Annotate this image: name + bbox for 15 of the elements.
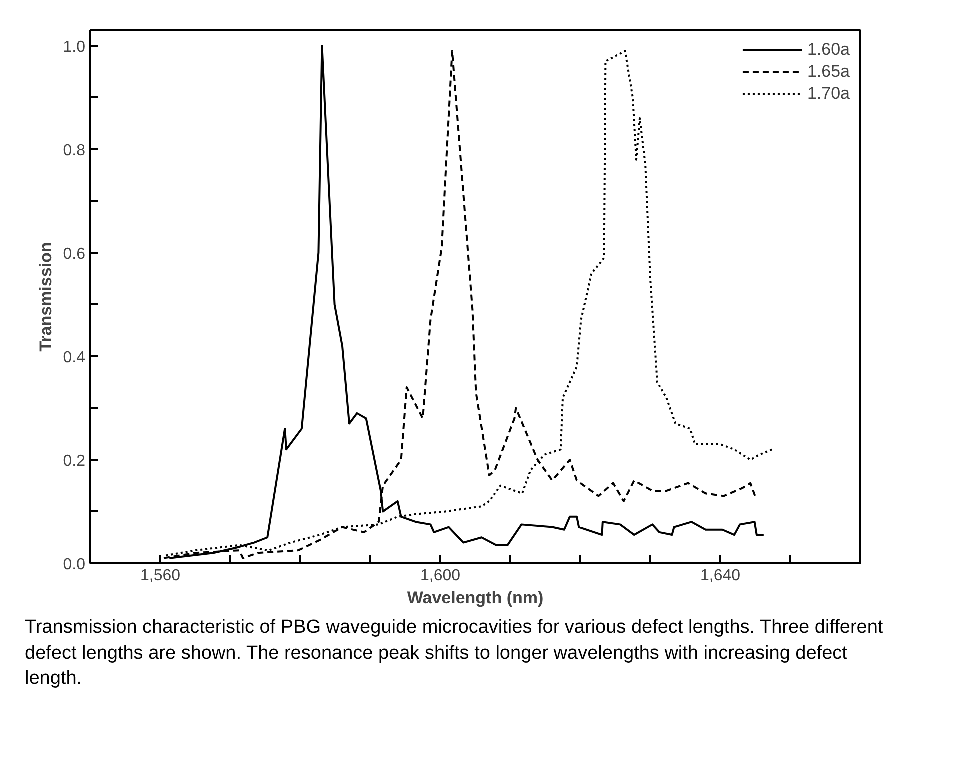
legend-label: 1.60a bbox=[807, 40, 850, 60]
x-axis-title: Wavelength (nm) bbox=[407, 588, 544, 608]
legend-label: 1.70a bbox=[807, 84, 850, 104]
y-tick-label: 1.0 bbox=[63, 39, 86, 56]
y-tick-label: 0.2 bbox=[63, 453, 86, 470]
x-tick-label: 1,560 bbox=[140, 568, 181, 584]
y-axis-title: Transmission bbox=[36, 242, 56, 352]
y-tick-label: 0.0 bbox=[63, 556, 86, 574]
x-tick-label: 1,640 bbox=[700, 568, 741, 584]
legend-label: 1.65a bbox=[807, 62, 850, 82]
text: Transmission characteristic of PBG waveguide microcavities for various defect lengths. Three different defect lengths are shown. The resonance peak shifts to longer wavelengths with increasing defect length. bbox=[25, 616, 884, 692]
y-tick-label: 0.8 bbox=[63, 142, 86, 160]
x-tick-label: 1,600 bbox=[420, 568, 461, 584]
y-tick-label: 0.6 bbox=[63, 246, 86, 264]
y-tick-label: 0.4 bbox=[63, 350, 86, 367]
